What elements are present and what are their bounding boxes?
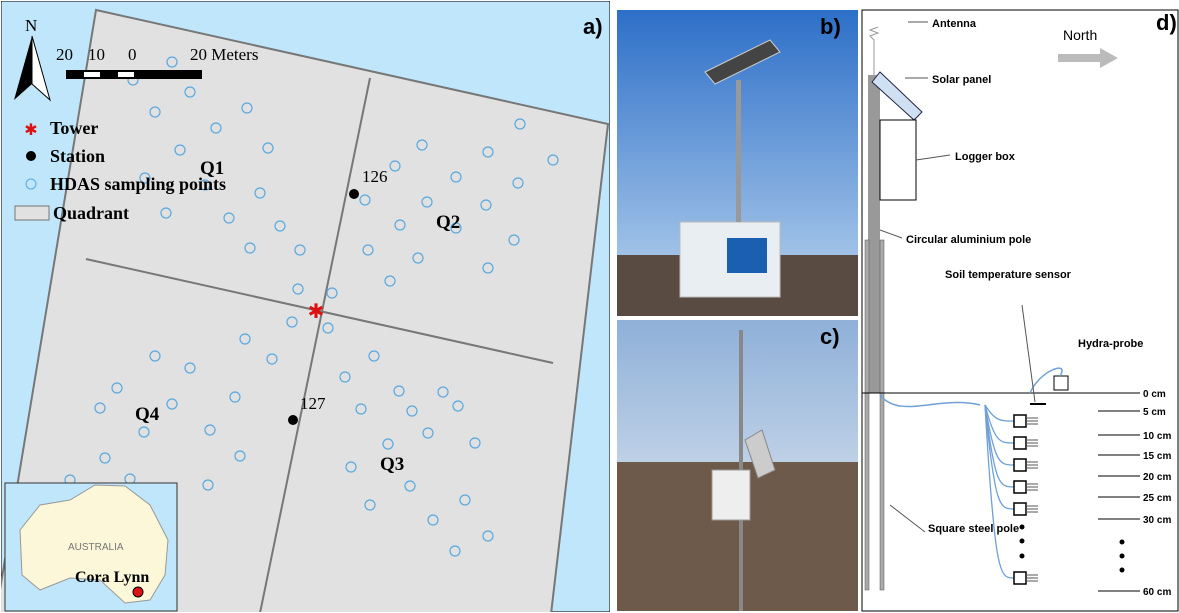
soil-probe <box>1014 415 1026 427</box>
ellipsis-dot <box>1020 539 1025 544</box>
logger-box <box>712 470 750 520</box>
aluminium-pole <box>868 75 880 393</box>
part-label: Soil temperature sensor <box>945 269 1072 281</box>
quadrant-label: Q3 <box>380 454 404 475</box>
depth-label: 20 cm <box>1143 472 1171 483</box>
photo-panel: b) <box>617 10 858 316</box>
scale-label: 10 <box>88 45 105 64</box>
station-marker <box>288 415 298 425</box>
legend-symbol <box>26 151 36 161</box>
part-label: Logger box <box>955 151 1016 163</box>
hydra-probe <box>1054 376 1068 390</box>
ellipsis-dot <box>1020 554 1025 559</box>
figure: ✱ 126 127 Q1 Q2 Q3 Q4 N 20 10 0 20 Meter… <box>0 0 1179 613</box>
inset-country: AUSTRALIA <box>68 542 124 553</box>
soil-probe <box>1014 437 1026 449</box>
panel-label: b) <box>820 14 841 39</box>
ellipsis-dot <box>1020 525 1025 530</box>
tower-marker: ✱ <box>308 301 325 323</box>
legend-label: Tower <box>50 118 98 138</box>
quadrant-label: Q2 <box>436 212 460 233</box>
steel-pole <box>880 240 884 590</box>
legend-symbol: ✱ <box>24 122 37 139</box>
inset-site: Cora Lynn <box>75 569 149 586</box>
scale-bar <box>118 72 134 77</box>
panel-label: c) <box>820 324 840 349</box>
station-label: 126 <box>362 167 388 186</box>
depth-label: 60 cm <box>1143 587 1171 598</box>
soil-probe <box>1014 572 1026 584</box>
ellipsis-dot <box>1120 568 1125 573</box>
part-label: Circular aluminium pole <box>906 234 1031 246</box>
north-label: N <box>25 16 37 35</box>
legend-symbol <box>15 206 49 220</box>
depth-label: 30 cm <box>1143 515 1171 526</box>
logger-box <box>880 120 916 200</box>
north-label: North <box>1063 27 1097 43</box>
depth-label: 25 cm <box>1143 493 1171 504</box>
quadrant-label: Q4 <box>135 404 160 425</box>
part-label: Hydra-probe <box>1078 338 1143 350</box>
scale-bar <box>84 72 100 77</box>
soil-probe <box>1014 459 1026 471</box>
part-label: Antenna <box>932 18 977 30</box>
depth-label: 10 cm <box>1143 431 1171 442</box>
soil-probe <box>1014 481 1026 493</box>
part-label: Solar panel <box>932 74 991 86</box>
panel-label: a) <box>583 14 603 39</box>
map-panel: ✱ 126 127 Q1 Q2 Q3 Q4 N 20 10 0 20 Meter… <box>0 1 610 613</box>
scale-label: 20 Meters <box>190 45 258 64</box>
photo-panel: c) <box>617 320 858 611</box>
scale-label: 20 <box>56 45 73 64</box>
scale-label: 0 <box>128 45 137 64</box>
legend-label: HDAS sampling points <box>50 174 226 194</box>
ellipsis-dot <box>1120 554 1125 559</box>
container-sign <box>727 238 767 273</box>
legend-label: Quadrant <box>53 203 129 223</box>
depth-label: 15 cm <box>1143 451 1171 462</box>
depth-label: 5 cm <box>1143 407 1166 418</box>
station-label: 127 <box>300 394 326 413</box>
site-marker <box>133 587 143 597</box>
diagram-panel: d) North Antenna Solar panel Logger box … <box>862 10 1178 611</box>
mast <box>736 80 741 222</box>
panel-label: d) <box>1156 10 1177 35</box>
station-marker <box>349 189 359 199</box>
ellipsis-dot <box>1120 540 1125 545</box>
steel-pole <box>865 240 869 590</box>
soil-probe <box>1014 503 1026 515</box>
legend-label: Station <box>50 146 105 166</box>
part-label: Square steel pole <box>928 523 1019 535</box>
depth-label: 0 cm <box>1143 389 1166 400</box>
